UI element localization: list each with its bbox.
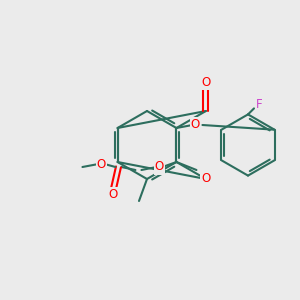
Text: O: O [201, 172, 211, 185]
Text: O: O [109, 188, 118, 202]
Text: O: O [201, 76, 211, 88]
Text: O: O [97, 158, 106, 170]
Text: F: F [256, 98, 262, 111]
Text: O: O [191, 118, 200, 131]
Text: O: O [155, 160, 164, 173]
